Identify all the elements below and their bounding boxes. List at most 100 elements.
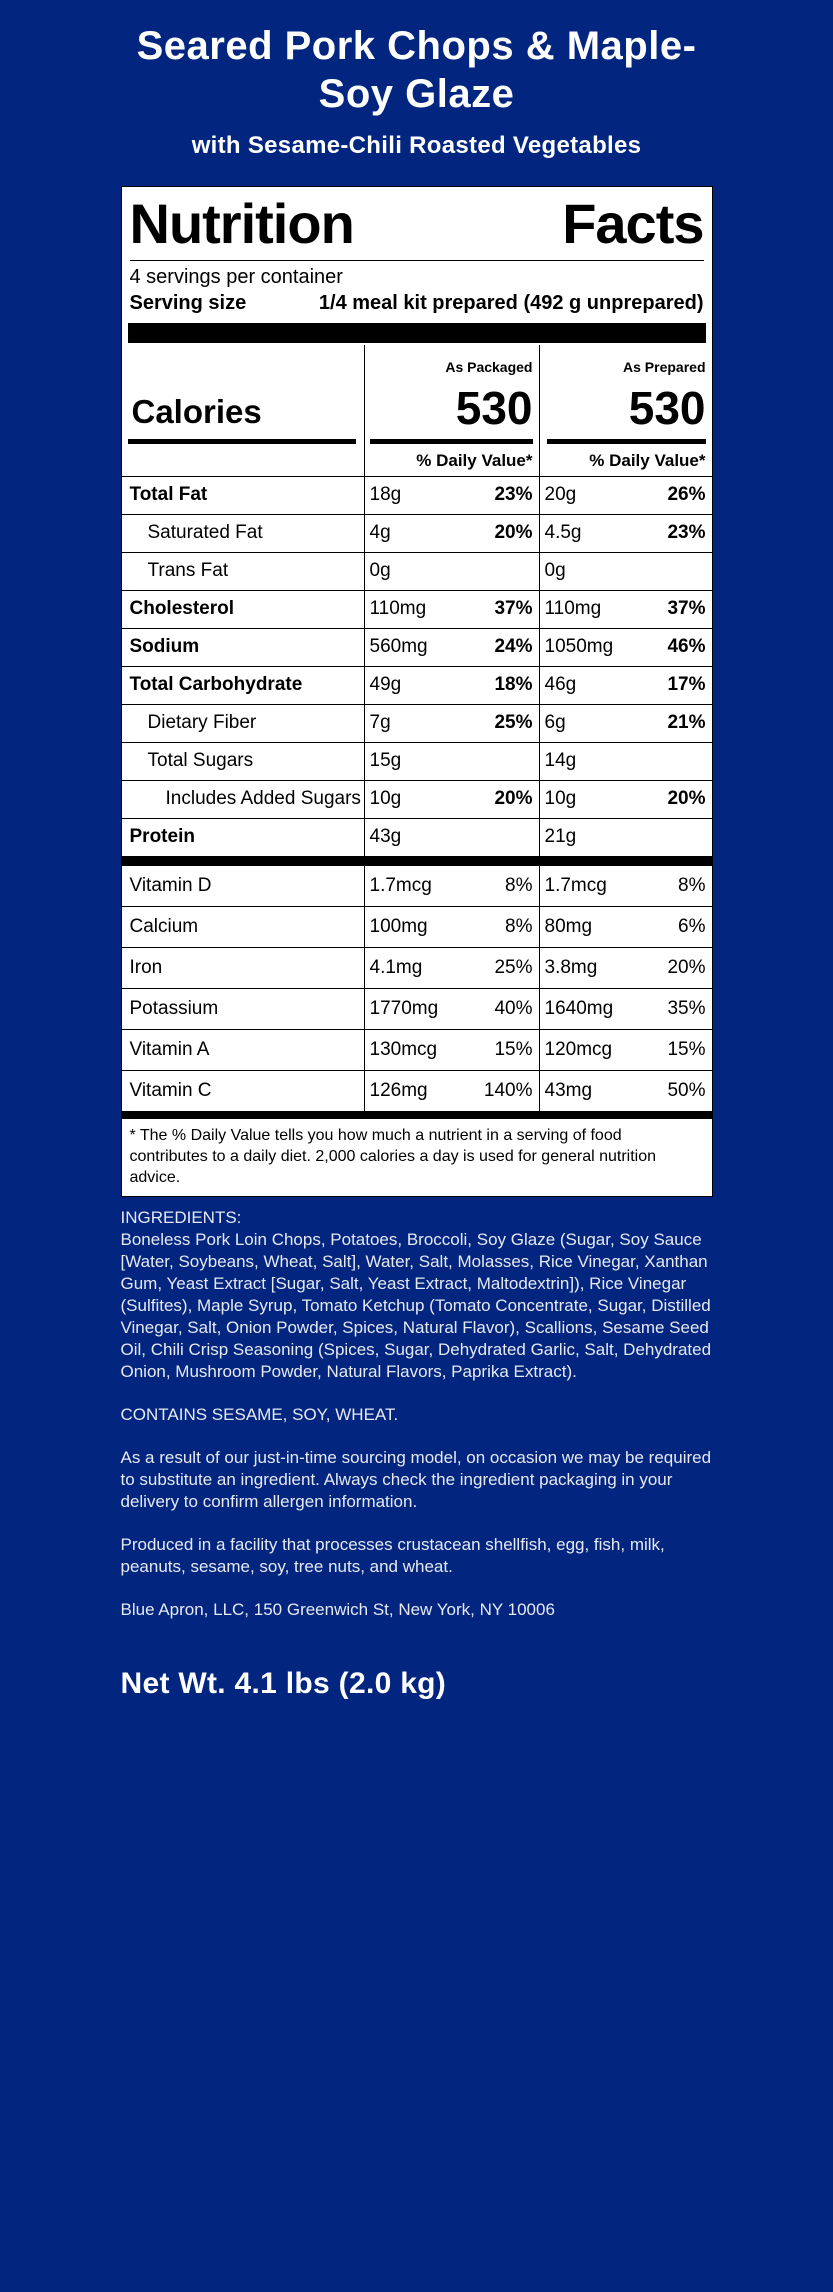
as-packaged-cell: 18g 23% — [364, 484, 539, 506]
as-packaged-cell: 4.1mg 25% — [364, 957, 539, 979]
as-packaged-daily-value: 25% — [494, 956, 533, 978]
nutrient-label: Iron — [129, 956, 163, 978]
daily-value-header-row: % Daily Value* % Daily Value* — [122, 446, 712, 476]
as-packaged-cell: 10g 20% — [364, 788, 539, 810]
as-packaged-daily-value: 20% — [494, 522, 533, 544]
as-prepared-cell: 46g 17% — [539, 674, 712, 696]
as-packaged-daily-value: 37% — [494, 598, 533, 620]
as-packaged-amount: 4g — [369, 522, 391, 544]
as-prepared-amount: 110mg — [544, 598, 602, 620]
as-prepared-daily-value: 26% — [667, 484, 706, 506]
as-packaged-cell: 4g 20% — [364, 522, 539, 544]
nutrient-row: Total Sugars 15g 14g — [121, 741, 712, 780]
nutrient-rows: Total Fat 18g 23% 20g 26% Saturated Fat 4g 20% 4… — [121, 475, 712, 856]
as-packaged-daily-value: 8% — [505, 915, 533, 937]
as-prepared-daily-value: 46% — [667, 636, 706, 658]
as-packaged-header: As Packaged — [445, 358, 533, 375]
nutrition-facts-word: Nutrition — [129, 192, 355, 255]
nutrient-label: Protein — [129, 826, 195, 848]
as-prepared-cell: 0g — [539, 560, 712, 582]
column-separator — [363, 344, 365, 1111]
as-packaged-cell: 0g — [364, 560, 539, 582]
as-packaged-amount: 560mg — [369, 636, 428, 658]
product-subtitle: with Sesame-Chili Roasted Vegetables — [191, 132, 642, 159]
net-weight: Net Wt. 4.1 lbs (2.0 kg) — [120, 1666, 447, 1700]
ingredients-text: Boneless Pork Loin Chops, Potatoes, Broc… — [120, 1229, 712, 1381]
as-prepared-cell: 20g 26% — [539, 484, 712, 506]
as-prepared-cell: 80mg 6% — [539, 916, 712, 938]
as-prepared-daily-value: 35% — [667, 997, 706, 1019]
as-packaged-daily-value: 24% — [494, 636, 533, 658]
as-packaged-daily-value: 140% — [483, 1079, 533, 1101]
as-packaged-daily-value: 25% — [494, 712, 533, 734]
as-packaged-amount: 7g — [369, 712, 391, 734]
as-packaged-cell: 15g — [364, 750, 539, 772]
as-prepared-amount: 46g — [544, 674, 577, 696]
daily-value-header-packaged: % Daily Value* — [416, 450, 533, 470]
nutrient-label: Potassium — [129, 997, 219, 1019]
vitamin-row: Potassium 1770mg 40% 1640mg 35% — [121, 987, 712, 1029]
as-packaged-cell: 100mg 8% — [364, 916, 539, 938]
calories-row: Calories 530 530 — [122, 375, 712, 435]
substitution-note: As a result of our just-in-time sourcing… — [120, 1447, 712, 1511]
as-packaged-amount: 130mcg — [369, 1038, 438, 1060]
as-prepared-cell: 1640mg 35% — [539, 998, 712, 1020]
as-prepared-cell: 43mg 50% — [539, 1080, 712, 1102]
as-prepared-cell: 110mg 37% — [539, 598, 712, 620]
as-prepared-amount: 4.5g — [544, 522, 582, 544]
as-prepared-daily-value: 21% — [667, 712, 706, 734]
as-packaged-cell: 126mg 140% — [364, 1080, 539, 1102]
as-prepared-amount: 43mg — [544, 1079, 593, 1101]
nutrient-label: Trans Fat — [147, 560, 229, 582]
as-prepared-amount: 20g — [544, 484, 577, 506]
as-prepared-daily-value: 15% — [667, 1038, 706, 1060]
vitamin-row: Vitamin A 130mcg 15% 120mcg 15% — [121, 1028, 712, 1070]
nutrient-label: Total Sugars — [147, 750, 254, 772]
servings-per-container: 4 servings per container — [129, 265, 343, 288]
vitamin-row: Iron 4.1mg 25% 3.8mg 20% — [121, 946, 712, 988]
as-packaged-amount: 4.1mg — [369, 956, 423, 978]
nutrient-row: Dietary Fiber 7g 25% 6g 21% — [121, 703, 712, 742]
as-packaged-cell: 1.7mcg 8% — [364, 875, 539, 897]
nutrient-row: Total Fat 18g 23% 20g 26% — [121, 475, 712, 514]
nutrient-row: Includes Added Sugars 10g 20% 10g 20% — [121, 779, 712, 818]
as-prepared-daily-value: 37% — [667, 598, 706, 620]
as-packaged-daily-value: 40% — [494, 997, 533, 1019]
as-packaged-amount: 0g — [369, 560, 391, 582]
as-prepared-amount: 1050mg — [544, 636, 614, 658]
as-prepared-amount: 14g — [544, 750, 577, 772]
calories-label: Calories — [131, 392, 262, 430]
nutrient-label: Includes Added Sugars — [165, 788, 361, 810]
as-prepared-amount: 1640mg — [544, 997, 614, 1019]
nutrient-label: Sodium — [129, 636, 200, 658]
as-packaged-amount: 49g — [369, 674, 402, 696]
nutrient-label: Total Carbohydrate — [129, 674, 303, 696]
vitamin-row: Calcium 100mg 8% 80mg 6% — [121, 905, 712, 947]
as-packaged-daily-value: 8% — [505, 874, 533, 896]
serving-size-label: Serving size — [129, 291, 247, 314]
as-prepared-amount: 120mcg — [544, 1038, 613, 1060]
vitamin-row: Vitamin C 126mg 140% 43mg 50% — [121, 1069, 712, 1111]
nutrition-facts-word: Facts — [562, 192, 704, 255]
daily-value-header-prepared: % Daily Value* — [589, 450, 706, 470]
as-packaged-amount: 100mg — [369, 915, 428, 937]
nutrient-row: Protein 43g 21g — [121, 817, 712, 856]
as-prepared-cell: 21g — [539, 826, 712, 848]
ingredients-heading: INGREDIENTS: — [120, 1207, 242, 1227]
product-header: Seared Pork Chops & Maple-Soy Glaze with… — [121, 0, 713, 160]
as-prepared-cell: 6g 21% — [539, 712, 712, 734]
as-prepared-cell: 1050mg 46% — [539, 636, 712, 658]
as-packaged-daily-value: 18% — [494, 674, 533, 696]
as-prepared-cell: 14g — [539, 750, 712, 772]
nutrition-facts-panel: Nutrition Facts 4 servings per container… — [120, 186, 713, 1197]
company-address: Blue Apron, LLC, 150 Greenwich St, New Y… — [120, 1599, 555, 1619]
calories-as-packaged: 530 — [455, 381, 533, 434]
as-prepared-cell: 3.8mg 20% — [539, 957, 712, 979]
as-packaged-amount: 10g — [369, 788, 402, 810]
as-prepared-daily-value: 23% — [667, 522, 706, 544]
thick-divider-bar — [121, 855, 712, 866]
as-prepared-daily-value: 6% — [678, 915, 706, 937]
column-header-row: As Packaged As Prepared — [122, 345, 712, 375]
calories-underline-bars — [122, 438, 712, 444]
as-prepared-cell: 120mcg 15% — [539, 1039, 712, 1061]
